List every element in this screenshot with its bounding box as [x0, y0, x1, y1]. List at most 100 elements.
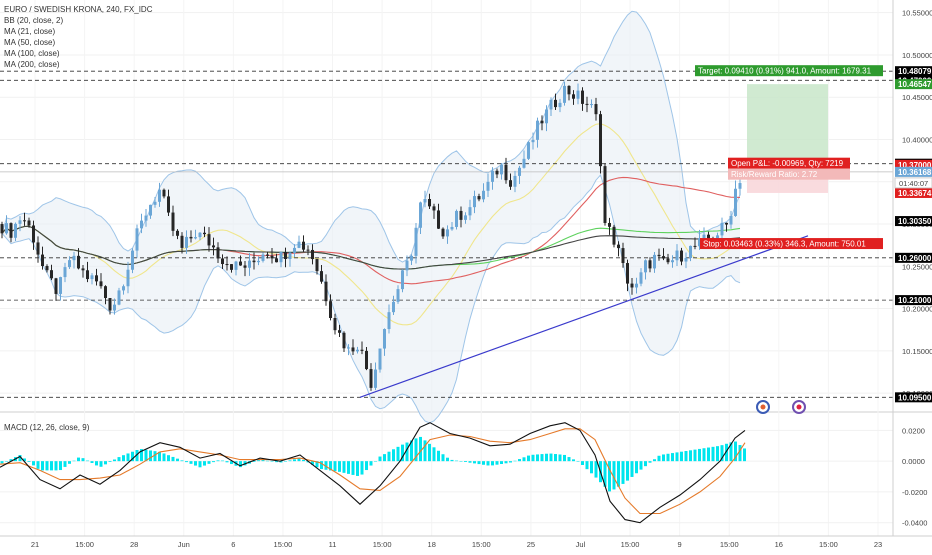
macd-histogram-bar: [590, 461, 593, 474]
time-tick-label: 18: [428, 540, 436, 549]
macd-histogram-bar: [644, 461, 647, 467]
candle-body: [576, 90, 580, 99]
macd-histogram-bar: [252, 461, 256, 462]
candle-body: [81, 268, 85, 271]
earnings-icon-dot: [760, 404, 766, 410]
candle-body: [464, 215, 467, 220]
macd-histogram-bar: [716, 446, 719, 462]
candle-body: [396, 289, 400, 302]
candle-body: [185, 236, 188, 248]
macd-histogram-bar: [212, 461, 215, 463]
macd-histogram-bar: [189, 461, 193, 464]
candle-body: [54, 278, 58, 294]
macd-histogram-bar: [32, 461, 35, 466]
price-axis[interactable]: 10.5500010.5000010.4500010.4000010.35000…: [892, 0, 932, 536]
macd-histogram-bar: [63, 461, 67, 467]
macd-histogram-bar: [216, 460, 220, 462]
candle-body: [131, 250, 134, 270]
macd-histogram-bar: [5, 461, 8, 462]
time-axis[interactable]: 21 15:00 28 Jun 6 15:00 11 15:00 18 15:00 25 Jul 15:…: [0, 535, 932, 549]
candle-body: [441, 228, 445, 237]
macd-histogram-bar: [725, 443, 728, 462]
candle-body: [104, 286, 107, 299]
macd-histogram-bar: [527, 455, 530, 462]
candle-body: [32, 225, 35, 243]
macd-histogram-bar: [45, 461, 49, 471]
macd-histogram-bar: [531, 454, 535, 462]
macd-histogram-bar: [225, 461, 229, 463]
candle-body: [414, 227, 418, 256]
candle-body: [0, 224, 4, 234]
indicator-ma21: MA (21, close): [4, 27, 55, 36]
candle-body: [567, 85, 571, 95]
macd-histogram-bar: [108, 461, 112, 462]
macd-histogram-bar: [333, 461, 337, 472]
event-icons[interactable]: [756, 400, 806, 414]
time-tick-label: 16: [775, 540, 783, 549]
macd-histogram-bar: [293, 459, 296, 462]
price-tick-label: 10.50000: [902, 51, 932, 60]
macd-histogram-bar: [608, 461, 611, 492]
candle-body: [509, 180, 512, 187]
macd-histogram-bar: [374, 461, 377, 462]
time-tick-label: 15:00: [720, 540, 739, 549]
macd-histogram-bar: [639, 461, 643, 470]
trendline[interactable]: [359, 235, 809, 398]
candle-body: [230, 264, 233, 270]
macd-tick-label: 0.0200: [902, 426, 925, 435]
price-badge-label: 10.37000: [898, 161, 932, 170]
countdown-label: 01:40:07: [899, 179, 928, 188]
annotation-labels: Target: 0.09410 (0.91%) 941.0, Amount: 1…: [695, 65, 883, 250]
macd-histogram-bar: [0, 461, 4, 464]
time-tick-label: 25: [527, 540, 535, 549]
macd-panel: [0, 422, 746, 524]
macd-histogram-bar: [491, 461, 494, 466]
target-label-text: Target: 0.09410 (0.91%) 941.0, Amount: 1…: [698, 67, 872, 76]
macd-histogram-bar: [509, 461, 512, 463]
candle-body: [257, 260, 260, 263]
macd-histogram-bar: [257, 460, 260, 462]
price-badge-label: 10.26000: [898, 254, 932, 263]
candle-body: [738, 183, 742, 189]
candle-body: [90, 275, 94, 280]
macd-histogram-bar: [275, 461, 278, 463]
candle-body: [378, 348, 382, 370]
macd-histogram-bar: [689, 450, 692, 462]
macd-histogram-bar: [455, 460, 458, 462]
candle-body: [275, 258, 278, 263]
macd-histogram-bar: [207, 461, 211, 464]
uptrend-line[interactable]: [359, 235, 809, 398]
macd-histogram-bar: [414, 438, 418, 462]
candle-body: [5, 223, 8, 234]
macd-histogram-bar: [180, 460, 184, 462]
candle-body: [590, 104, 593, 106]
candle-body: [59, 277, 62, 294]
open-pl-label-text: Open P&L: -0.00969, Qty: 7219: [731, 159, 844, 168]
candle-body: [594, 104, 598, 115]
candle-body: [27, 220, 31, 226]
macd-histogram-bar: [329, 461, 332, 471]
macd-histogram-bar: [576, 461, 580, 462]
candle-body: [599, 114, 602, 167]
macd-histogram-bar: [621, 461, 625, 484]
candle-body: [23, 220, 26, 222]
candle-body: [657, 254, 661, 257]
macd-histogram-bar: [482, 461, 485, 465]
candle-body: [68, 260, 71, 268]
candle-body: [563, 85, 566, 103]
price-badge: [895, 166, 932, 177]
target-label-box: [695, 65, 883, 77]
candle-body: [248, 260, 251, 268]
candle-body: [500, 164, 503, 175]
macd-histogram-bar: [86, 460, 89, 462]
candle-body: [504, 164, 508, 181]
candle-body: [36, 242, 40, 255]
candle-body: [459, 210, 463, 220]
macd-histogram-bar: [41, 461, 44, 471]
candle-body: [311, 249, 314, 260]
candle-body: [239, 261, 242, 266]
candle-body: [113, 304, 116, 311]
candle-body: [77, 255, 80, 269]
